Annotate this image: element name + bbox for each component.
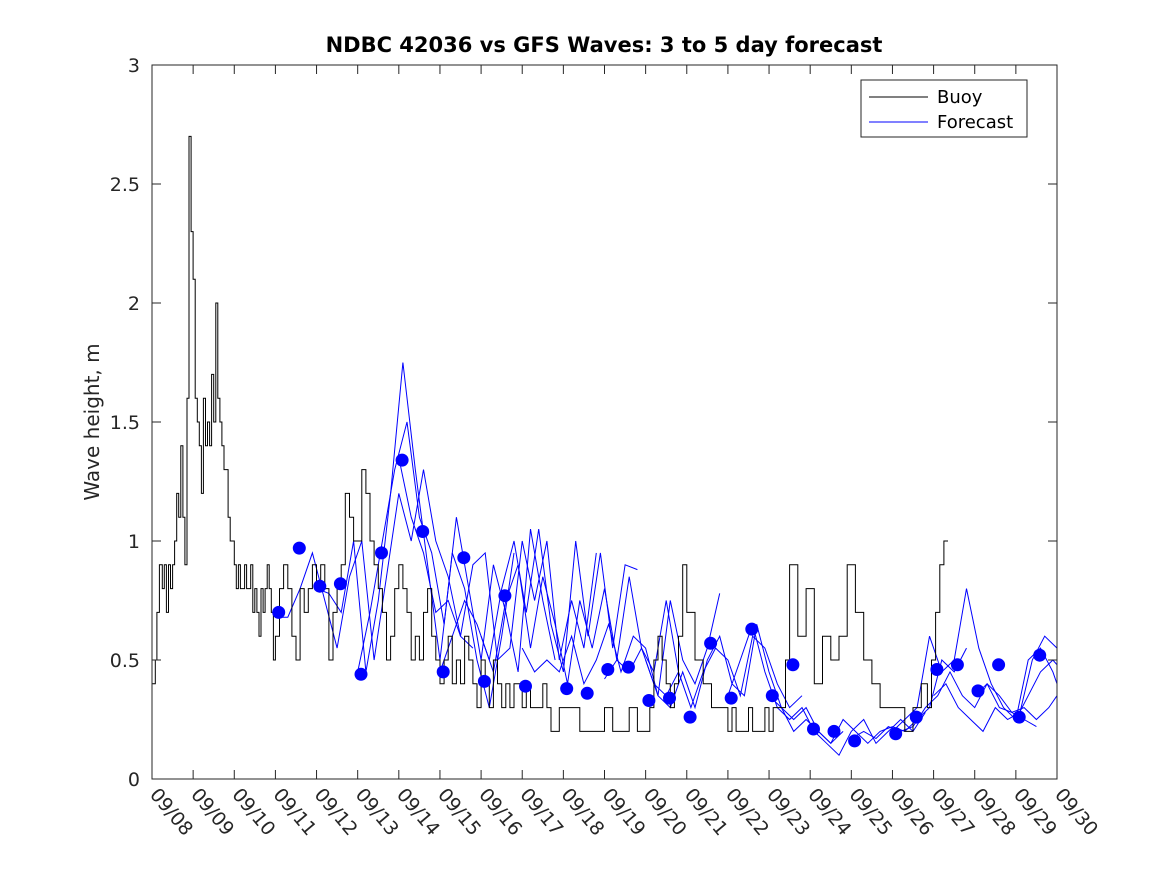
forecast-point <box>272 605 286 619</box>
forecast-point <box>971 684 985 698</box>
forecast-point <box>1012 710 1026 724</box>
forecast-point <box>848 734 862 748</box>
forecast-point <box>498 589 512 603</box>
y-axis-label: Wave height, m <box>80 343 104 500</box>
forecast-point <box>580 686 594 700</box>
forecast-point <box>354 667 368 681</box>
forecast-point <box>930 663 944 676</box>
forecast-point <box>1033 648 1047 662</box>
forecast-run-line <box>275 469 474 661</box>
forecast-point <box>765 689 779 703</box>
forecast-point <box>375 546 388 560</box>
forecast-point <box>745 622 759 636</box>
forecast-run-line <box>439 529 638 673</box>
forecast-point <box>642 694 656 707</box>
forecast-point <box>621 660 635 674</box>
legend: Buoy Forecast <box>860 79 1028 138</box>
y-tick-label: 3 <box>128 55 140 77</box>
y-tick-label: 0 <box>128 769 140 791</box>
forecast-point <box>436 665 450 679</box>
forecast-point <box>992 658 1006 672</box>
forecast-point <box>313 579 327 593</box>
forecast-point <box>416 525 430 538</box>
forecast-point <box>477 674 491 688</box>
legend-forecast-label: Forecast <box>937 112 1013 133</box>
forecast-point <box>519 679 532 693</box>
forecast-point <box>889 727 903 741</box>
forecast-point <box>827 724 841 738</box>
forecast-run-line <box>521 593 721 696</box>
chart-title: NDBC 42036 vs GFS Waves: 3 to 5 day fore… <box>326 33 883 57</box>
y-tick-label: 1 <box>128 531 140 553</box>
forecast-run-line <box>974 682 1058 721</box>
forecast-point <box>683 710 697 724</box>
forecast-point <box>950 658 964 672</box>
forecast-points <box>272 453 1047 748</box>
forecast-point <box>395 453 409 467</box>
plot-area <box>152 65 1057 779</box>
buoy-line <box>152 135 948 732</box>
forecast-point <box>457 551 471 565</box>
forecast-point <box>560 682 574 696</box>
y-tick-label: 0.5 <box>110 650 140 672</box>
y-axis: 0 0.5 1 1.5 2 2.5 3 <box>110 55 1057 791</box>
forecast-point <box>292 541 306 555</box>
forecast-run-line <box>1015 659 1058 720</box>
forecast-point <box>704 636 718 650</box>
forecast-point <box>786 658 800 672</box>
legend-box <box>860 79 1028 138</box>
forecast-run-line <box>851 670 1037 740</box>
y-tick-label: 2.5 <box>110 174 140 196</box>
forecast-point <box>333 577 347 591</box>
forecast-run-line <box>480 564 679 684</box>
forecast-point <box>663 691 676 705</box>
forecast-run-line <box>727 622 926 757</box>
y-tick-label: 1.5 <box>110 412 140 434</box>
forecast-point <box>807 722 820 736</box>
forecast-point <box>909 710 923 724</box>
y-tick-label: 2 <box>128 293 140 315</box>
legend-buoy-label: Buoy <box>937 87 983 108</box>
forecast-point <box>724 691 738 705</box>
forecast-run-line <box>357 421 556 673</box>
forecast-point <box>601 663 615 676</box>
buoy-series <box>152 135 948 732</box>
forecast-run-line <box>768 647 967 745</box>
